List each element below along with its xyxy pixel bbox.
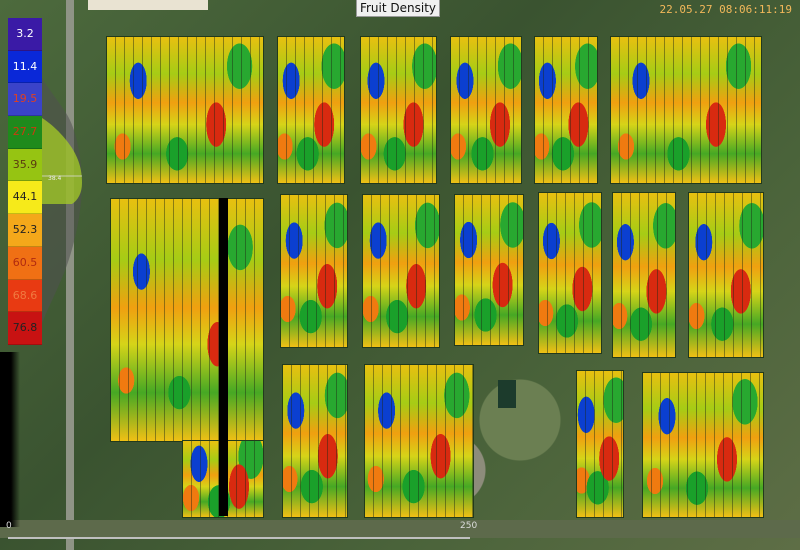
orchard-block[interactable] (364, 364, 474, 518)
building-strip (88, 0, 208, 10)
missing-data-row (219, 198, 228, 516)
legend-item: 68.6 (8, 279, 42, 313)
legend-item: 76.8 (8, 312, 42, 345)
orchard-block[interactable] (282, 364, 348, 518)
orchard-block[interactable] (106, 36, 264, 184)
map-edge-shadow (0, 352, 20, 527)
orchard-block[interactable] (280, 194, 348, 348)
orchard-block[interactable] (610, 36, 762, 184)
road (0, 520, 800, 538)
orchard-block[interactable] (688, 192, 764, 358)
legend-item: 19.5 (8, 83, 42, 117)
legend-item: 60.5 (8, 246, 42, 280)
legend-item: 35.9 (8, 148, 42, 182)
pond (498, 380, 516, 408)
orchard-block[interactable] (362, 194, 440, 348)
orchard-block[interactable] (642, 372, 764, 518)
scale-end: 250 (460, 521, 478, 531)
timestamp: 22.05.27 08:06:11:19 (659, 3, 792, 16)
orchard-block[interactable] (360, 36, 437, 184)
orchard-block[interactable] (538, 192, 602, 354)
orchard-block[interactable] (277, 36, 345, 184)
legend-item: 44.1 (8, 181, 42, 215)
orchard-block[interactable] (450, 36, 522, 184)
map-title: Fruit Density (356, 0, 440, 17)
orchard-block[interactable] (110, 198, 264, 442)
scale-bar (8, 537, 470, 539)
legend-item: 11.4 (8, 50, 42, 84)
orchard-block[interactable] (576, 370, 624, 518)
mean-label: 38.4 (48, 175, 62, 182)
legend-item: 3.2 (8, 18, 42, 51)
orchard-block[interactable] (612, 192, 676, 358)
road (66, 0, 74, 550)
legend-item: 27.7 (8, 116, 42, 149)
orchard-block[interactable] (454, 194, 524, 346)
legend-item: 52.3 (8, 214, 42, 247)
orchard-block[interactable] (534, 36, 598, 184)
scale-start: 0 (6, 521, 12, 531)
value-histogram: 38.4 (42, 78, 82, 323)
histogram-fill (42, 118, 82, 204)
color-legend: 3.2 11.4 19.5 27.7 35.9 44.1 52.3 60.5 68.6 76.8 (8, 18, 42, 345)
